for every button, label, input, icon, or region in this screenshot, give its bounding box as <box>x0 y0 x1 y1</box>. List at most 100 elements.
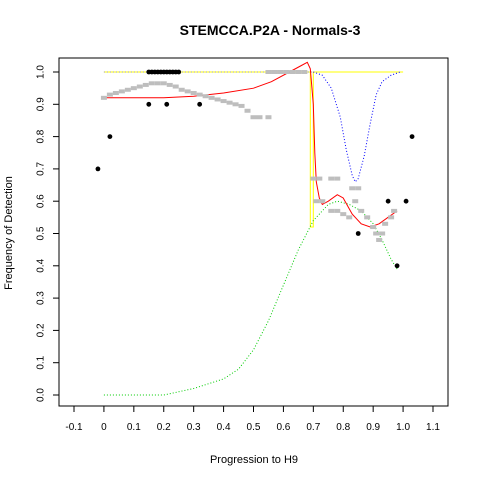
y-tick-label: 0.2 <box>36 323 47 337</box>
gray-data-point <box>238 103 245 108</box>
gray-data-point <box>301 70 308 74</box>
black-data-point <box>403 198 409 204</box>
gray-data-point <box>142 82 149 87</box>
gray-data-point <box>196 92 203 97</box>
gray-data-point <box>244 108 251 113</box>
gray-data-point <box>220 99 227 104</box>
gray-data-point <box>346 215 353 220</box>
gray-data-point <box>328 208 335 213</box>
gray-data-point <box>352 199 359 204</box>
black-data-point <box>107 134 113 140</box>
gray-data-point <box>265 115 272 120</box>
gray-data-point <box>334 176 341 181</box>
black-data-point <box>164 101 170 107</box>
gray-data-point <box>355 186 362 191</box>
gray-data-point <box>214 97 221 102</box>
gray-data-point <box>106 92 113 97</box>
gray-data-point <box>136 84 143 89</box>
gray-data-point <box>166 82 173 87</box>
black-data-point <box>385 198 391 204</box>
gray-data-point <box>289 70 296 74</box>
chart-title: STEMCCA.P2A - Normals-3 <box>180 22 361 38</box>
x-tick-label: 0.5 <box>247 422 261 433</box>
gray-data-point <box>148 81 155 86</box>
y-tick-label: 0.6 <box>36 194 47 208</box>
gray-data-point <box>112 90 119 95</box>
gray-data-point <box>379 231 386 236</box>
gray-data-point <box>160 81 167 86</box>
black-data-point <box>355 231 361 236</box>
y-tick-label: 0.9 <box>36 97 47 111</box>
gray-data-point <box>184 89 191 94</box>
gray-data-point <box>250 115 257 120</box>
red-series-line <box>103 61 398 228</box>
gray-data-point <box>376 237 383 242</box>
gray-data-point <box>208 95 215 100</box>
gray-data-point <box>154 81 161 86</box>
gray-data-point <box>349 186 356 191</box>
gray-data-point <box>118 89 125 94</box>
gray-data-point <box>334 208 341 213</box>
gray-data-point <box>313 199 320 204</box>
gray-data-point <box>226 100 233 105</box>
y-tick-label: 1.0 <box>36 65 47 79</box>
gray-data-point <box>100 95 107 100</box>
x-tick-label: 0.9 <box>366 422 380 433</box>
gray-data-point <box>382 221 389 226</box>
gray-data-point <box>388 215 395 220</box>
x-tick-label: 0 <box>101 422 107 433</box>
black-data-point <box>409 134 415 140</box>
gray-data-point <box>190 90 197 95</box>
y-tick-label: 0.7 <box>36 162 47 176</box>
points-layer <box>95 69 415 269</box>
x-tick-label: 0.4 <box>217 422 231 433</box>
gray-data-point <box>373 231 380 236</box>
axes-layer: -0.1 0 0.1 0.2 0.3 0.4 0.5 0.6 0.7 0.8 0.9 1.0 1.1 0.… <box>36 65 441 433</box>
x-tick-label: 1.0 <box>396 422 410 433</box>
black-data-point <box>95 166 101 172</box>
blue-series-line <box>313 71 401 183</box>
gray-data-point <box>283 70 290 74</box>
black-data-point <box>394 263 400 269</box>
gray-data-point <box>178 87 185 92</box>
black-data-point <box>197 101 203 107</box>
y-tick-label: 0.1 <box>36 355 47 369</box>
x-tick-label: 1.1 <box>426 422 440 433</box>
gray-data-point <box>172 84 179 89</box>
gray-data-point <box>202 94 209 99</box>
gray-data-point <box>277 70 284 74</box>
gray-data-point <box>391 208 398 213</box>
x-tick-label: 0.7 <box>306 422 320 433</box>
y-tick-label: 0.4 <box>36 258 47 272</box>
black-data-point <box>146 101 152 107</box>
gray-data-point <box>340 212 347 217</box>
gray-data-point <box>271 70 278 74</box>
gray-data-point <box>370 225 377 230</box>
x-tick-label: 0.3 <box>187 422 201 433</box>
y-tick-label: 0.8 <box>36 129 47 143</box>
x-tick-label: 0.1 <box>127 422 141 433</box>
x-tick-label: -0.1 <box>65 422 83 433</box>
green-series-line <box>103 200 398 396</box>
y-axis-label: Frequency of Detection <box>3 176 15 290</box>
gray-data-point <box>265 70 272 74</box>
gray-data-point <box>295 70 302 74</box>
gray-data-point <box>364 215 371 220</box>
x-axis-label: Progression to H9 <box>210 454 298 466</box>
gray-data-point <box>256 115 263 120</box>
x-tick-label: 0.8 <box>336 422 350 433</box>
x-tick-label: 0.6 <box>276 422 290 433</box>
y-tick-label: 0.5 <box>36 226 47 240</box>
gray-data-point <box>328 176 335 181</box>
gray-data-point <box>319 199 326 204</box>
gray-data-point <box>124 87 131 92</box>
gray-data-point <box>130 86 137 91</box>
black-data-point <box>176 69 182 75</box>
y-tick-label: 0.0 <box>36 388 47 402</box>
y-tick-label: 0.3 <box>36 291 47 305</box>
gray-data-point <box>232 102 239 107</box>
gray-data-point <box>358 208 365 213</box>
